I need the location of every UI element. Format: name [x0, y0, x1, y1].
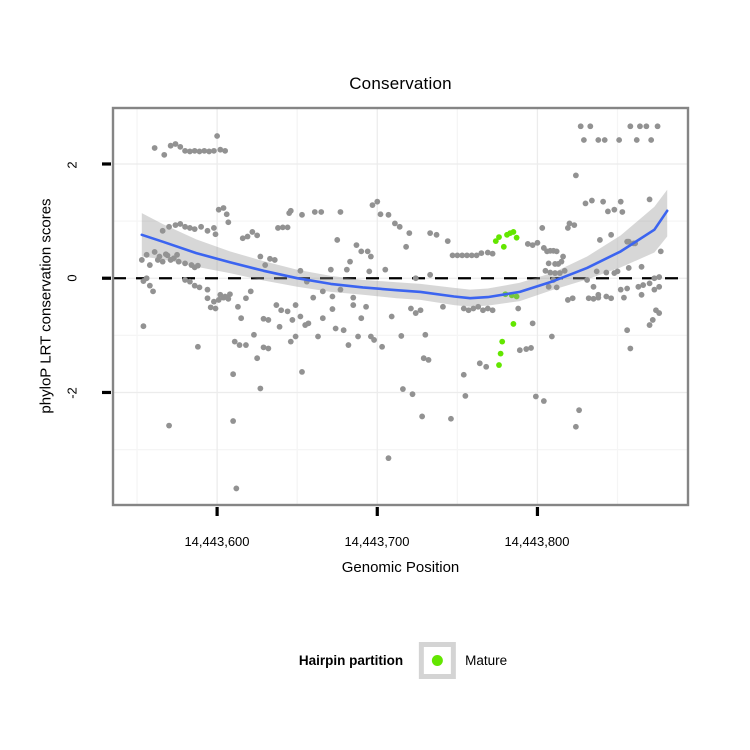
mature-point-icon — [432, 655, 444, 666]
chart-title: Conservation — [349, 74, 452, 93]
x-tick-label: 14,443,700 — [344, 534, 410, 549]
y-axis-title: phyloP LRT conservation scores — [37, 198, 55, 414]
y-tick-label: 2 — [64, 161, 80, 169]
series-other — [138, 123, 664, 492]
legend-title: Hairpin partition — [298, 653, 404, 668]
legend-key-box — [419, 642, 457, 679]
x-axis-title: Genomic Position — [341, 559, 460, 576]
legend-item-label: Mature — [465, 653, 508, 668]
y-tick-label: -2 — [64, 387, 80, 399]
axis-ticks — [102, 162, 540, 516]
panel-border — [111, 106, 690, 507]
plot-panel — [113, 108, 688, 505]
x-tick-label: 14,443,800 — [504, 534, 570, 549]
smooth-line — [140, 209, 669, 300]
y-tick-label: 0 — [64, 274, 80, 282]
legend: Hairpin partition Mature — [299, 642, 507, 679]
smooth-ribbon — [141, 189, 668, 307]
x-tick-label: 14,443,600 — [184, 534, 250, 549]
